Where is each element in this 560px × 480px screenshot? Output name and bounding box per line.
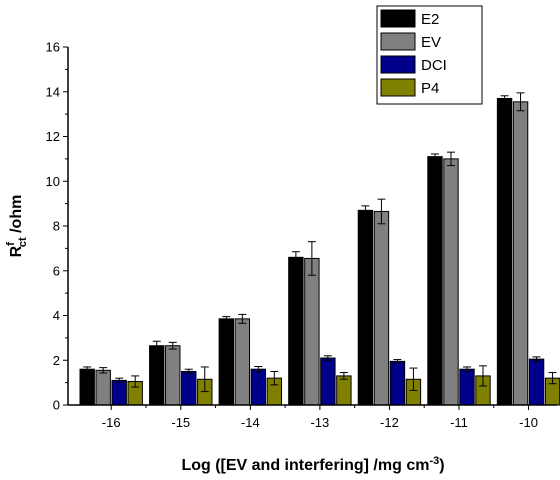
error-bar-e2-6 (430, 153, 439, 160)
y-axis-title: Rfct /ohm (5, 195, 29, 258)
error-bar-ev-5 (377, 198, 386, 225)
error-bar-dci-3 (254, 366, 263, 373)
error-bar-e2-5 (361, 205, 370, 216)
error-bar-dci-5 (393, 359, 402, 364)
legend-swatch-p4 (380, 78, 416, 97)
y-axis-title-main: R (8, 245, 25, 257)
error-bar-p4-3 (270, 370, 279, 386)
error-bar-ev-6 (446, 151, 455, 167)
x-tick-label: -13 (310, 415, 329, 430)
legend-swatch-e2 (380, 9, 416, 28)
y-tick-label: 10 (46, 174, 60, 189)
error-bar-p4-1 (131, 375, 140, 388)
y-tick-label: 16 (46, 40, 60, 55)
bar-ev-6 (443, 158, 459, 406)
y-axis-title-superscript: f (5, 242, 17, 246)
error-bars-layer (83, 92, 557, 393)
y-tick-label: 8 (53, 219, 60, 234)
legend-swatch-dci (380, 55, 416, 74)
bar-e2-5 (357, 209, 374, 406)
bar-e2-7 (496, 97, 513, 406)
error-bar-e2-4 (291, 251, 300, 264)
error-bar-dci-1 (115, 377, 124, 384)
legend-swatch-ev (380, 32, 416, 51)
y-tick-label: 6 (53, 263, 60, 278)
legend-label-e2: E2 (421, 11, 439, 28)
bar-dci-5 (389, 360, 406, 406)
bar-p4-4 (336, 375, 352, 406)
bar-ev-4 (304, 257, 320, 406)
legend-item-e2: E2 (380, 9, 439, 28)
legend-label-ev: EV (421, 34, 441, 51)
error-bar-dci-4 (323, 355, 332, 361)
bar-dci-3 (250, 368, 267, 406)
ticks-layer: 0 2 4 6 8 10 12 14 16 -16 -15 -14 -13 -12 -11 -10 (46, 40, 538, 431)
bar-ev-2 (165, 345, 181, 406)
y-axis-title-subscript: ct (17, 237, 29, 247)
bar-dci-6 (459, 368, 475, 406)
x-tick-label: -11 (450, 415, 468, 430)
error-bar-dci-6 (462, 366, 471, 372)
error-bar-ev-2 (168, 341, 177, 350)
y-tick-label: 0 (53, 398, 60, 413)
x-tick-label: -10 (519, 415, 538, 430)
bar-ev-7 (512, 101, 529, 406)
error-bar-e2-7 (500, 95, 509, 102)
error-bar-e2-3 (222, 316, 231, 322)
legend-label-p4: P4 (421, 80, 439, 97)
error-bar-p4-7 (548, 372, 557, 385)
error-bar-e2-1 (83, 366, 92, 372)
y-tick-label: 12 (46, 129, 60, 144)
error-bar-dci-7 (532, 356, 541, 362)
y-axis-title-unit: /ohm (8, 195, 25, 238)
bar-e2-4 (288, 256, 304, 406)
legend-item-ev: EV (380, 32, 441, 51)
error-bar-p4-6 (478, 365, 487, 387)
error-bar-ev-3 (238, 313, 247, 324)
bar-ev-5 (373, 210, 390, 406)
x-axis-title: Log ([EV and interfering] /mg cm-3) (181, 455, 444, 474)
bars-layer (79, 97, 560, 406)
bar-e2-2 (149, 345, 165, 406)
legend: E2 EV DCI P4 (376, 5, 483, 105)
x-tick-label: -12 (380, 415, 399, 430)
y-tick-label: 4 (53, 308, 60, 323)
y-tick-label: 2 (53, 353, 60, 368)
bar-dci-4 (320, 357, 336, 406)
legend-item-dci: DCI (380, 55, 447, 74)
error-bar-e2-2 (152, 340, 161, 351)
bar-dci-7 (528, 358, 545, 406)
bar-e2-3 (218, 318, 235, 406)
legend-label-dci: DCI (421, 57, 447, 74)
bar-dci-2 (181, 370, 197, 406)
legend-items: E2 EV DCI P4 (380, 9, 447, 97)
x-tick-label: -14 (241, 415, 260, 430)
error-bar-p4-5 (409, 367, 418, 391)
error-bar-ev-7 (516, 92, 525, 112)
error-bar-ev-1 (99, 367, 108, 374)
x-tick-label: -16 (102, 415, 121, 430)
error-bar-ev-4 (307, 241, 316, 276)
bar-ev-1 (95, 369, 111, 406)
x-axis-title-superscript: -3 (429, 455, 439, 467)
bar-e2-6 (427, 156, 443, 406)
error-bar-p4-2 (200, 366, 209, 393)
legend-item-p4: P4 (380, 78, 439, 97)
x-axis-title-main: Log ([EV and interfering] /mg cm (181, 457, 429, 474)
x-tick-label: -15 (171, 415, 190, 430)
error-bar-p4-4 (339, 372, 348, 380)
y-tick-label: 14 (46, 84, 60, 99)
x-axis-title-end: ) (439, 457, 444, 474)
bar-ev-3 (234, 318, 251, 406)
error-bar-dci-2 (184, 368, 193, 375)
bar-dci-1 (111, 379, 127, 406)
bar-e2-1 (79, 368, 95, 406)
